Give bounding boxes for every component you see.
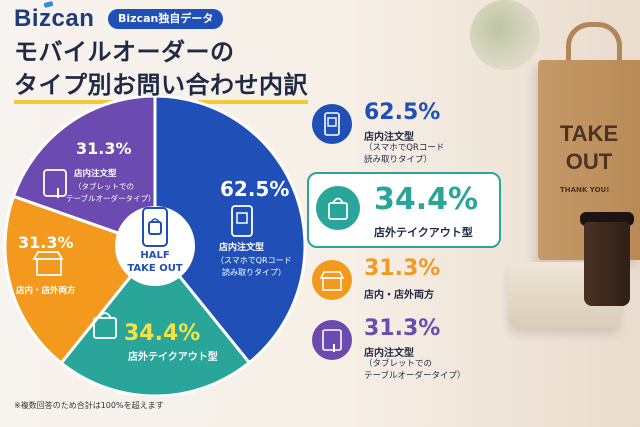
legend-pct: 34.4% [374,182,479,217]
slice-teal-label: 店外テイクアウト型 [128,350,218,363]
shopping-bag-icon [316,186,360,230]
page-title: モバイルオーダーの タイプ別お問い合わせ内訳 [14,36,308,104]
bag-print-sub: THANK YOU! [560,186,610,194]
slice-purple-sub-2: テーブルオーダータイプ） [66,193,156,203]
data-source-badge: Bizcan独自データ [108,9,224,29]
slice-teal-pct: 34.4% [124,321,200,346]
slice-blue-pct: 62.5% [220,177,289,201]
title-line-1: モバイルオーダーの [14,38,235,66]
legend-label: 店内・店外両方 [364,290,434,301]
center-label-line-2: TAKE OUT [127,263,182,274]
tablet-touch-icon [312,320,352,360]
title-line-2: タイプ別お問い合わせ内訳 [14,71,308,104]
legend-sub: （タブレットでの テーブルオーダータイプ） [364,359,466,381]
legend-sub: （スマホでQRコード 読み取りタイプ） [364,143,445,165]
legend-label: 店外テイクアウト型 [374,226,473,239]
pie-chart: HALF TAKE OUT 62.5% 店内注文型 （スマホでQRコード 読み取… [3,96,307,396]
slice-orange-label: 店内・店外両方 [15,285,76,296]
slice-purple-sub-1: （タブレットでの [74,181,134,191]
slice-blue-qr-icon [231,205,253,237]
footnote: ※複数回答のため合計は100%を超えます [14,401,164,410]
slice-blue-sub-1: （スマホでQRコード [216,256,292,265]
slice-purple-pct: 31.3% [76,139,132,158]
bag-print-line-1: TAKE [559,121,619,146]
center-phone-icon [142,207,168,247]
bag-handle-illustration [566,22,622,75]
slice-teal-bag-icon [93,312,117,339]
slice-blue-label: 店内注文型 [219,241,264,253]
legend-pct: 62.5% [364,100,441,125]
slice-orange-pct: 31.3% [18,233,74,252]
storefront-icon [312,260,352,300]
qr-phone-icon [312,104,352,144]
slice-blue-sub-2: 読み取りタイプ） [222,267,286,277]
pie-slice-3 [11,96,157,249]
legend-label: 店内注文型 [364,132,414,143]
center-label-line-1: HALF [140,250,169,261]
bag-print-line-2: OUT [565,149,613,174]
coffee-cup-illustration [584,222,630,306]
bag-print: TAKE OUT [556,120,622,176]
slice-orange-store-icon [32,251,64,276]
pie-slice-1 [59,243,252,396]
slice-purple-label: 店内注文型 [73,168,117,179]
legend-pct: 31.3% [364,256,441,281]
legend-pct: 31.3% [364,316,441,341]
legend-label: 店内注文型 [364,348,414,359]
pie-slice-0 [153,96,307,365]
brand-logo: Bizcan [14,5,95,32]
plant-decoration [470,0,540,70]
slice-purple-tablet-icon [43,169,67,198]
